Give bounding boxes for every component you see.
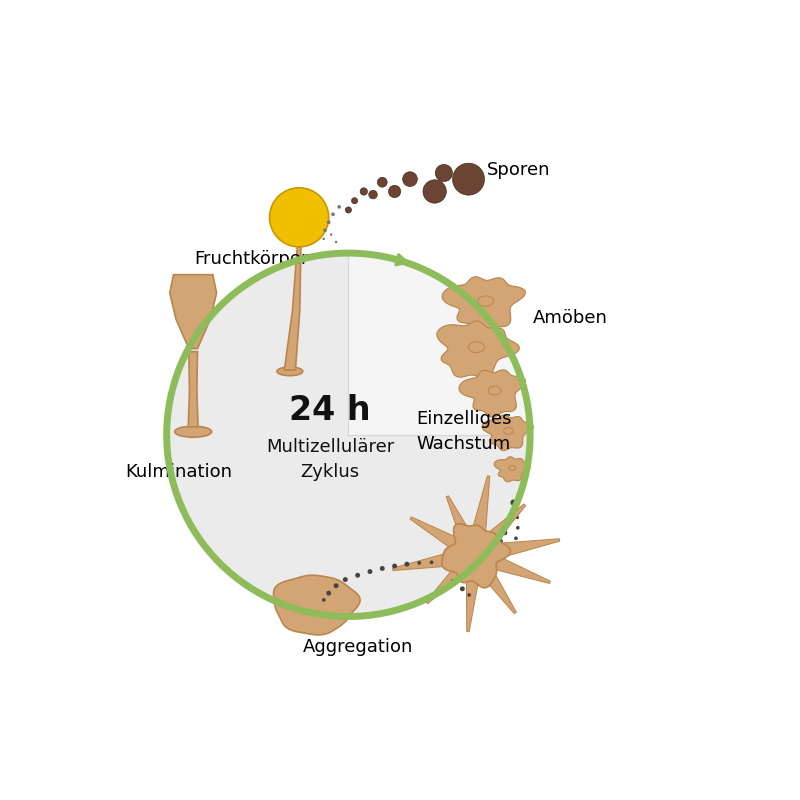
Circle shape <box>351 198 358 204</box>
Circle shape <box>392 563 397 569</box>
Polygon shape <box>482 415 534 450</box>
Circle shape <box>418 561 421 565</box>
Circle shape <box>367 569 373 574</box>
Circle shape <box>516 526 520 530</box>
Circle shape <box>513 505 517 509</box>
Polygon shape <box>393 551 458 570</box>
Text: Kulmination: Kulmination <box>126 462 233 481</box>
Ellipse shape <box>277 367 303 376</box>
Circle shape <box>360 188 367 195</box>
Circle shape <box>346 207 351 213</box>
Polygon shape <box>410 517 462 551</box>
Polygon shape <box>170 274 217 349</box>
Circle shape <box>514 537 518 540</box>
Circle shape <box>402 172 418 186</box>
Polygon shape <box>437 321 519 378</box>
Circle shape <box>489 571 494 576</box>
Circle shape <box>430 561 434 564</box>
Circle shape <box>323 229 327 232</box>
Circle shape <box>335 241 338 243</box>
Circle shape <box>502 530 507 535</box>
Circle shape <box>493 547 498 552</box>
Polygon shape <box>188 352 198 426</box>
Circle shape <box>369 190 378 199</box>
Polygon shape <box>494 457 530 482</box>
Circle shape <box>460 586 465 591</box>
Polygon shape <box>442 524 510 588</box>
Circle shape <box>510 499 517 506</box>
Circle shape <box>270 188 329 247</box>
Circle shape <box>467 593 471 597</box>
Circle shape <box>453 163 485 195</box>
Circle shape <box>480 580 485 585</box>
Circle shape <box>326 590 331 595</box>
Polygon shape <box>480 566 516 614</box>
Circle shape <box>423 180 446 203</box>
Circle shape <box>389 186 401 198</box>
Polygon shape <box>284 247 301 370</box>
Circle shape <box>166 253 530 617</box>
Polygon shape <box>483 504 526 546</box>
Polygon shape <box>490 554 550 583</box>
Text: Amöben: Amöben <box>534 309 608 326</box>
Polygon shape <box>470 476 490 538</box>
Circle shape <box>511 546 514 550</box>
Circle shape <box>331 213 335 216</box>
Text: Sporen: Sporen <box>487 161 550 179</box>
Text: Einzelliges
Wachstum: Einzelliges Wachstum <box>416 410 512 454</box>
Circle shape <box>330 234 332 236</box>
Polygon shape <box>446 496 473 541</box>
Wedge shape <box>349 253 530 435</box>
Circle shape <box>450 579 455 584</box>
Circle shape <box>343 577 348 582</box>
Polygon shape <box>442 277 526 332</box>
Circle shape <box>405 562 410 566</box>
Circle shape <box>338 205 341 209</box>
Circle shape <box>498 539 503 544</box>
Ellipse shape <box>174 426 212 438</box>
Polygon shape <box>426 564 466 604</box>
Circle shape <box>509 511 514 516</box>
Polygon shape <box>274 575 360 635</box>
Circle shape <box>380 566 385 571</box>
Circle shape <box>322 598 326 602</box>
Polygon shape <box>491 538 560 559</box>
Circle shape <box>327 221 330 224</box>
Text: 24 h: 24 h <box>289 394 370 426</box>
Circle shape <box>435 164 453 182</box>
Circle shape <box>506 521 511 526</box>
Text: Multizellulärer
Zyklus: Multizellulärer Zyklus <box>266 438 394 481</box>
Text: Fruchtkörper: Fruchtkörper <box>194 250 309 268</box>
Polygon shape <box>459 370 526 417</box>
Circle shape <box>322 238 325 240</box>
Polygon shape <box>466 573 480 632</box>
Circle shape <box>515 515 519 519</box>
Text: Aggregation: Aggregation <box>302 638 413 656</box>
Circle shape <box>334 583 338 588</box>
Circle shape <box>378 178 387 187</box>
Circle shape <box>355 573 360 578</box>
